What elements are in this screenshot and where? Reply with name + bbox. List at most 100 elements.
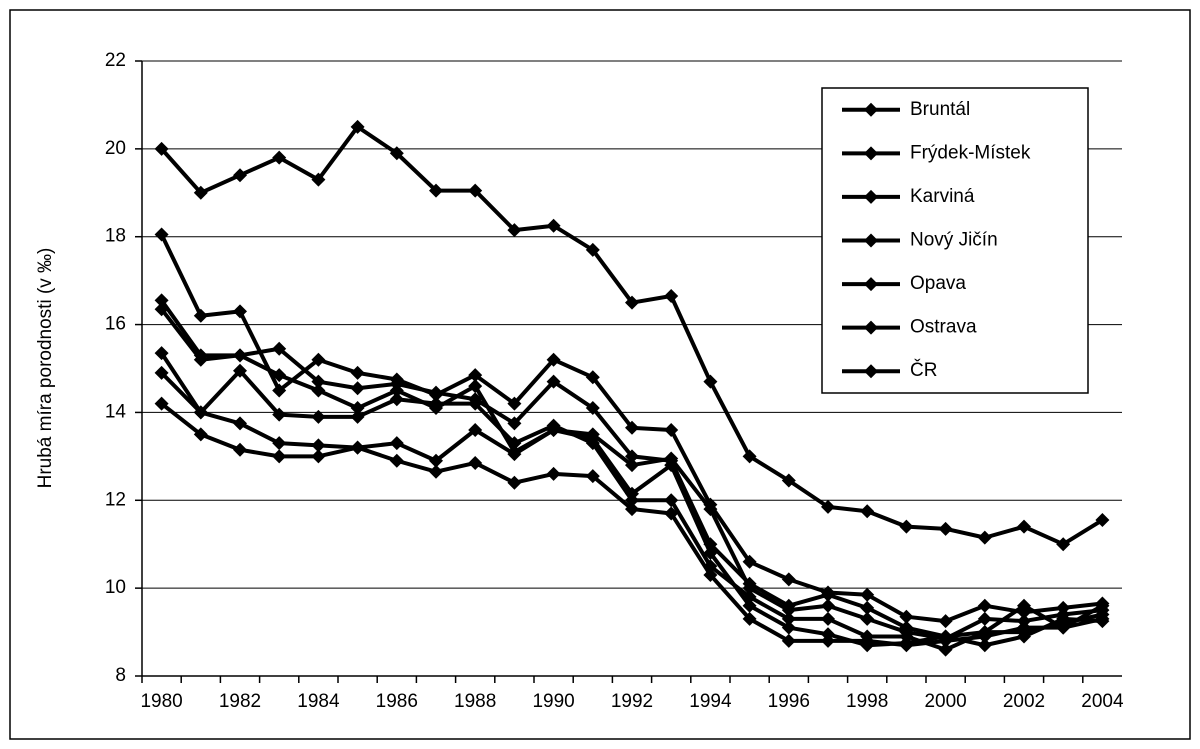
marker bbox=[546, 352, 561, 367]
marker bbox=[1017, 605, 1031, 620]
frame bbox=[9, 9, 1191, 740]
legend-label: Opava bbox=[910, 273, 966, 294]
x-tick-label: 2000 bbox=[924, 691, 966, 712]
marker bbox=[781, 633, 796, 648]
marker bbox=[625, 420, 639, 435]
x-tick-label: 1984 bbox=[297, 691, 340, 712]
marker bbox=[546, 374, 561, 389]
marker bbox=[625, 502, 639, 517]
marker bbox=[468, 396, 483, 411]
marker bbox=[468, 379, 483, 394]
y-tick-label: 18 bbox=[105, 226, 126, 247]
y-tick-label: 10 bbox=[105, 577, 126, 598]
marker bbox=[938, 521, 953, 536]
marker bbox=[233, 304, 247, 319]
marker bbox=[625, 295, 639, 310]
marker bbox=[546, 466, 561, 481]
marker bbox=[899, 638, 914, 653]
marker bbox=[468, 368, 483, 383]
marker bbox=[703, 546, 718, 560]
marker bbox=[977, 638, 992, 653]
x-tick-label: 1982 bbox=[219, 691, 261, 712]
marker bbox=[350, 401, 365, 416]
marker bbox=[1056, 537, 1071, 552]
legend-marker bbox=[864, 102, 878, 117]
marker bbox=[311, 374, 326, 389]
marker bbox=[350, 381, 365, 396]
legend-label: Frýdek-Místek bbox=[910, 142, 1031, 163]
marker bbox=[781, 620, 796, 635]
marker bbox=[585, 242, 600, 257]
marker bbox=[233, 416, 247, 431]
marker bbox=[311, 352, 326, 367]
x-tick-label: 1992 bbox=[611, 691, 653, 712]
marker bbox=[546, 218, 561, 233]
x-tick-label: 1986 bbox=[376, 691, 418, 712]
legend-marker bbox=[864, 233, 878, 248]
marker bbox=[821, 633, 835, 648]
marker bbox=[1095, 611, 1110, 626]
marker bbox=[507, 436, 522, 451]
marker bbox=[742, 449, 757, 464]
marker bbox=[311, 172, 326, 187]
marker bbox=[977, 598, 992, 613]
marker bbox=[977, 629, 992, 644]
marker bbox=[507, 396, 522, 411]
marker bbox=[625, 458, 639, 473]
marker bbox=[429, 464, 443, 479]
marker bbox=[703, 567, 718, 582]
marker bbox=[977, 530, 992, 545]
legend-marker bbox=[864, 189, 878, 204]
y-tick-label: 14 bbox=[105, 401, 127, 422]
marker bbox=[860, 633, 875, 648]
marker bbox=[664, 289, 679, 304]
marker bbox=[429, 396, 443, 411]
marker bbox=[389, 383, 404, 398]
marker bbox=[193, 405, 208, 420]
y-tick-label: 16 bbox=[105, 314, 126, 335]
marker bbox=[429, 183, 443, 198]
marker bbox=[781, 473, 796, 488]
marker bbox=[468, 183, 483, 198]
marker bbox=[389, 146, 404, 161]
marker bbox=[821, 499, 835, 514]
marker bbox=[899, 609, 914, 624]
marker bbox=[781, 572, 796, 587]
marker bbox=[1017, 519, 1031, 534]
marker bbox=[350, 440, 365, 455]
marker bbox=[781, 603, 796, 618]
marker bbox=[860, 587, 875, 602]
marker bbox=[272, 449, 287, 464]
marker bbox=[154, 302, 169, 317]
marker bbox=[233, 348, 247, 363]
marker bbox=[311, 409, 326, 424]
marker bbox=[233, 363, 247, 378]
marker bbox=[938, 633, 953, 648]
legend-marker bbox=[864, 320, 878, 335]
legend-label: ČR bbox=[910, 359, 937, 381]
marker bbox=[821, 598, 835, 613]
marker bbox=[1056, 611, 1071, 626]
marker bbox=[664, 493, 679, 508]
legend-label: Ostrava bbox=[910, 317, 977, 338]
y-axis-label: Hrubá míra porodnosti (v ‰) bbox=[35, 248, 56, 489]
marker bbox=[154, 227, 169, 242]
marker bbox=[389, 453, 404, 468]
marker bbox=[781, 611, 796, 626]
marker bbox=[938, 614, 953, 629]
marker bbox=[193, 352, 208, 367]
x-tick-label: 2004 bbox=[1081, 691, 1124, 712]
series-line bbox=[160, 402, 1103, 648]
x-tick-label: 1980 bbox=[140, 691, 182, 712]
marker bbox=[272, 383, 287, 398]
marker bbox=[154, 293, 169, 308]
marker bbox=[272, 436, 287, 451]
marker bbox=[507, 416, 522, 431]
marker bbox=[1095, 596, 1110, 611]
marker bbox=[389, 372, 404, 387]
marker bbox=[193, 185, 208, 200]
marker bbox=[585, 370, 600, 385]
x-tick-label: 1998 bbox=[846, 691, 888, 712]
marker bbox=[350, 365, 365, 380]
x-tick-label: 1994 bbox=[689, 691, 732, 712]
